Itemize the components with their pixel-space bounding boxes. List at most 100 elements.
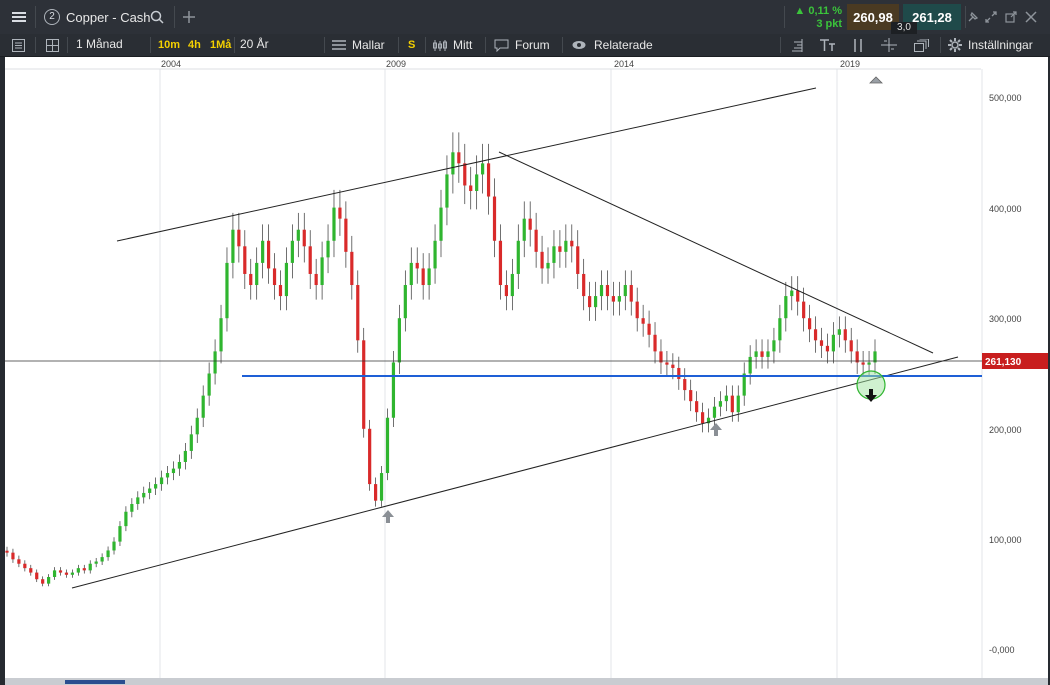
candle-body: [778, 318, 782, 341]
related-label: Relaterade: [594, 38, 653, 52]
forum-button[interactable]: Forum: [494, 36, 550, 54]
candle-body: [415, 262, 419, 269]
candle-body: [237, 229, 241, 247]
s-button[interactable]: S: [408, 39, 416, 51]
expand-button[interactable]: [982, 8, 1000, 26]
candle-body: [665, 362, 669, 365]
volume-button[interactable]: [788, 37, 804, 53]
scroll-thumb-left[interactable]: [65, 680, 125, 684]
chart-area[interactable]: 2004 2009 2014 2019 500,000 400,000 300,…: [5, 57, 1048, 678]
candle-body: [249, 273, 253, 286]
settings-button[interactable]: Inställningar: [948, 36, 1033, 54]
price-chart[interactable]: 2004 2009 2014 2019 500,000 400,000 300,…: [5, 57, 1048, 678]
highlight-circle-marker: [856, 370, 886, 402]
upper-channel-line[interactable]: [116, 87, 817, 242]
candle-body: [225, 262, 229, 319]
hamburger-icon: [12, 12, 26, 22]
windows-icon: [913, 38, 929, 52]
templates-button[interactable]: Mallar: [332, 36, 385, 54]
instrument-name[interactable]: Copper - Cash: [66, 10, 151, 25]
change-percent: 0,11 %: [808, 5, 842, 17]
spread-value: 3,0: [891, 22, 917, 34]
candle-body: [605, 285, 610, 297]
year-label-2009: 2009: [386, 59, 406, 69]
candle-body: [825, 345, 830, 352]
ask-price[interactable]: 261,28: [903, 4, 961, 30]
search-icon: [150, 10, 164, 24]
y-tick-500: 500,000: [989, 93, 1022, 103]
text-tool-button[interactable]: [818, 37, 836, 53]
descending-trend-line[interactable]: [498, 151, 934, 354]
list-view-button[interactable]: [10, 37, 26, 53]
candle-body: [653, 334, 657, 352]
candle-body: [397, 318, 401, 363]
search-button[interactable]: [148, 8, 166, 26]
pin-button[interactable]: [964, 8, 982, 26]
candle-body: [379, 473, 384, 501]
plus-icon: [183, 11, 195, 23]
chat-bubble-icon: [494, 39, 509, 52]
candle-body: [94, 561, 98, 564]
pin-icon: [968, 11, 979, 22]
candle-body: [356, 285, 360, 341]
candle-body: [796, 290, 800, 302]
candle-body: [819, 340, 824, 346]
pause-lines-button[interactable]: [850, 37, 866, 53]
close-button[interactable]: [1022, 8, 1040, 26]
candle-body: [617, 296, 621, 302]
range-1ma[interactable]: 1Må: [210, 39, 232, 51]
candle-body: [88, 563, 92, 571]
candle-body: [849, 340, 853, 352]
candle-body: [148, 488, 152, 493]
add-tab-button[interactable]: [180, 8, 198, 26]
candle-body: [623, 285, 627, 297]
candle-body: [136, 497, 140, 505]
timespan-select[interactable]: 20 År: [240, 37, 269, 51]
candle-body: [831, 334, 835, 352]
menu-button[interactable]: [8, 8, 30, 26]
time-marker-icon[interactable]: [869, 73, 883, 84]
bid-price[interactable]: 260,98: [847, 4, 899, 30]
candle-body: [772, 340, 776, 352]
crosshair-button[interactable]: [880, 37, 898, 53]
candle-body: [368, 428, 372, 485]
candle-body: [718, 401, 723, 407]
candle-body: [278, 285, 283, 297]
popout-icon: [1005, 11, 1017, 23]
layout-button[interactable]: [44, 37, 60, 53]
candle-body: [813, 329, 818, 341]
expand-icon: [985, 11, 997, 23]
candle-body: [724, 395, 728, 402]
candle-body: [516, 240, 520, 274]
popout-button[interactable]: [1002, 8, 1020, 26]
candle-body: [183, 450, 187, 462]
chart-grid: [159, 57, 838, 678]
change-points: 3 pkt: [816, 18, 842, 30]
related-button[interactable]: Relaterade: [572, 36, 653, 54]
candle-body: [403, 285, 407, 319]
lower-channel-line[interactable]: [71, 356, 959, 589]
candle-body: [457, 152, 461, 164]
candle-body: [570, 240, 574, 247]
candle-body: [843, 329, 847, 341]
bottom-scroll-strip[interactable]: [5, 678, 1048, 685]
y-tick-300: 300,000: [989, 314, 1022, 324]
period-select[interactable]: 1 Månad: [76, 37, 123, 51]
candle-body: [677, 367, 681, 380]
candle-body: [588, 296, 592, 308]
candle-body: [326, 240, 330, 258]
range-4h[interactable]: 4h: [188, 39, 201, 51]
candle-body: [76, 568, 80, 573]
candle-body: [730, 395, 734, 413]
date-axis-band: [5, 57, 981, 69]
y-tick-200: 200,000: [989, 425, 1022, 435]
candle-body: [159, 477, 164, 485]
range-10m[interactable]: 10m: [158, 39, 181, 51]
candle-body: [391, 362, 396, 418]
windows-button[interactable]: [912, 37, 930, 53]
candle-body: [808, 318, 812, 330]
vertical-lines-icon: [854, 38, 862, 52]
candle-body: [41, 579, 45, 584]
mine-button[interactable]: Mitt: [432, 36, 472, 54]
candle-body: [689, 390, 693, 402]
